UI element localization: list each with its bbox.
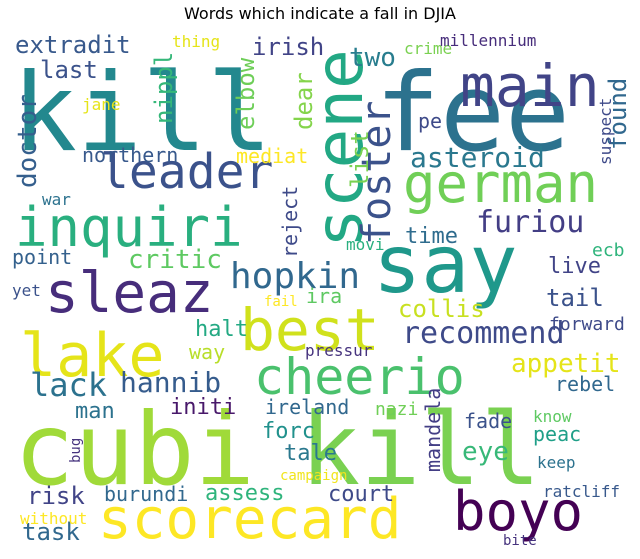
word-forward-48: forward xyxy=(549,314,625,335)
word-appetit-24: appetit xyxy=(511,349,621,379)
word-mandela-55: mandela xyxy=(421,388,445,472)
word-initi-52: initi xyxy=(170,395,236,420)
word-furiou-19: furiou xyxy=(476,205,584,240)
word-mediat-39: mediat xyxy=(236,144,308,168)
word-dear-35: dear xyxy=(290,72,318,130)
word-thing-73: thing xyxy=(172,32,220,51)
word-court-66: court xyxy=(328,482,394,507)
word-halt-46: halt xyxy=(195,317,248,342)
word-point-44: point xyxy=(12,245,72,269)
word-two-29: two xyxy=(349,43,396,73)
word-nazi-54: nazi xyxy=(375,399,418,420)
word-sleaz-11: sleaz xyxy=(45,261,214,326)
word-jane-76: jane xyxy=(82,95,121,114)
word-way-47: way xyxy=(189,340,225,364)
word-last-31: last xyxy=(40,56,98,84)
word-irish-28: irish xyxy=(252,33,324,61)
word-lack-21: lack xyxy=(30,366,107,404)
word-boyo-15: boyo xyxy=(453,480,583,543)
word-without-69: without xyxy=(20,509,87,528)
word-tale-57: tale xyxy=(284,441,337,466)
word-forc-56: forc xyxy=(262,419,315,444)
word-ratcliff-71: ratcliff xyxy=(543,482,620,501)
word-scorecard-5: scorecard xyxy=(98,487,401,552)
word-task-67: task xyxy=(22,518,80,546)
word-bug-70: bug xyxy=(68,438,84,463)
word-reject-40: reject xyxy=(278,186,302,258)
word-ecb-43: ecb xyxy=(592,240,625,261)
word-campaign-68: campaign xyxy=(280,468,347,484)
word-asteroid-20: asteroid xyxy=(410,141,545,174)
word-fade-58: fade xyxy=(464,409,512,433)
word-fee-1: fee xyxy=(375,51,570,176)
word-northern-38: northern xyxy=(82,143,178,167)
word-leader-9: leader xyxy=(100,144,273,200)
word-millennium-75: millennium xyxy=(440,31,536,50)
word-extradit-27: extradit xyxy=(15,31,131,59)
word-movi-79: movi xyxy=(346,235,385,254)
word-found-30: found xyxy=(604,78,632,150)
word-pe-37: pe xyxy=(418,109,442,133)
word-bite-72: bite xyxy=(503,533,537,549)
word-ireland-53: ireland xyxy=(265,395,349,419)
word-nippl-33: nippl xyxy=(150,52,178,124)
word-rebel-50: rebel xyxy=(555,372,615,396)
word-know-61: know xyxy=(533,407,572,426)
word-pressur-49: pressur xyxy=(305,341,373,360)
word-hannib-22: hannib xyxy=(120,366,221,399)
word-kill-3: kill xyxy=(300,391,541,508)
word-best-13: best xyxy=(240,296,380,364)
word-recommend-18: recommend xyxy=(402,316,565,351)
word-burundi-64: burundi xyxy=(104,482,188,506)
word-live-42: live xyxy=(548,254,601,279)
word-elbow-34: elbow xyxy=(232,57,260,130)
word-foster-16: foster xyxy=(354,101,400,246)
word-suspect-81: suspect xyxy=(596,98,615,165)
word-list-36: list xyxy=(346,130,374,188)
word-peac-60: peac xyxy=(533,422,581,446)
word-tail-26: tail xyxy=(546,284,604,312)
word-risk-63: risk xyxy=(27,482,85,510)
word-doctor-32: doctor xyxy=(13,94,43,188)
word-assess-65: assess xyxy=(205,481,284,506)
word-lake-12: lake xyxy=(20,321,165,391)
word-inquiri-10: inquiri xyxy=(15,196,243,259)
word-war-77: war xyxy=(42,190,71,209)
word-cheerio-14: cheerio xyxy=(254,348,465,406)
word-fail-80: fail xyxy=(264,294,298,310)
word-cubi-2: cubi xyxy=(14,391,255,508)
word-eye-59: eye xyxy=(462,437,509,467)
word-critic-23: critic xyxy=(128,245,222,275)
word-man-51: man xyxy=(75,399,115,424)
word-scene-8: scene xyxy=(301,49,378,248)
word-time-41: time xyxy=(405,224,458,249)
word-german-7: german xyxy=(403,152,598,215)
word-yet-78: yet xyxy=(12,281,41,300)
word-ira-45: ira xyxy=(306,284,342,308)
word-main-6: main xyxy=(460,52,600,120)
word-say-4: say xyxy=(373,218,518,311)
word-collis-25: collis xyxy=(398,295,485,323)
chart-title: Words which indicate a fall in DJIA xyxy=(184,4,456,23)
word-crime-74: crime xyxy=(404,39,452,58)
word-kill-0: kill xyxy=(12,51,272,176)
word-hopkin-17: hopkin xyxy=(230,256,360,297)
word-keep-62: keep xyxy=(537,453,576,472)
